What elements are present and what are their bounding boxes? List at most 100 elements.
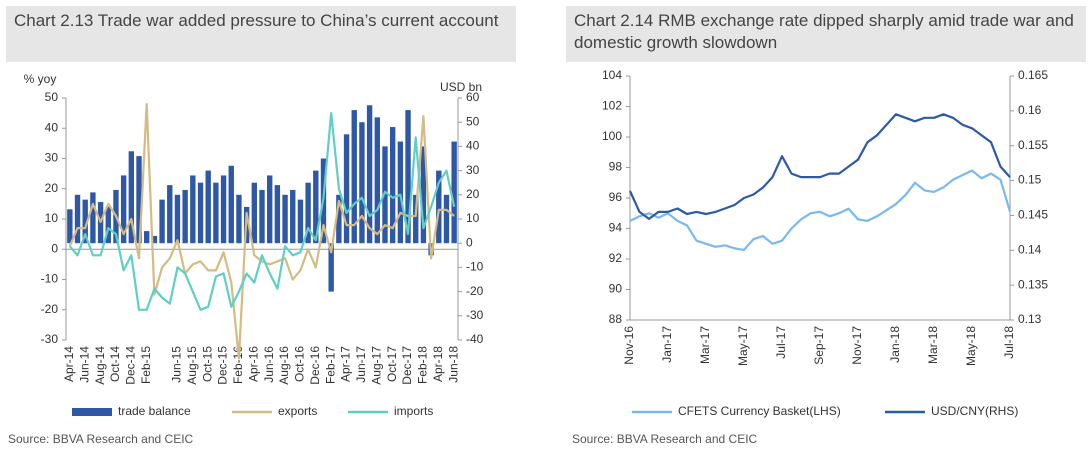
- x-tick-label: May-17: [736, 326, 750, 366]
- bar: [313, 170, 319, 244]
- y2-tick-label: 0: [466, 235, 473, 249]
- x-tick-label: Oct-15: [200, 346, 214, 382]
- y2-tick-label: 0.14: [1018, 242, 1042, 256]
- y2-tick-label: 40: [466, 139, 480, 153]
- bar: [266, 175, 273, 244]
- bar: [120, 175, 127, 244]
- line: [629, 169, 1012, 251]
- x-tick-label: Oct-14: [108, 346, 122, 382]
- x-tick-label: Aug-14: [93, 346, 107, 385]
- x-tick-label: Nov-17: [850, 326, 864, 365]
- chart-title: Chart 2.13 Trade war added pressure to C…: [6, 6, 516, 62]
- line: [68, 103, 455, 360]
- line: [628, 113, 1011, 220]
- y2-tick-label: 0.145: [1018, 208, 1048, 222]
- y2-tick-label: 0.16: [1018, 103, 1042, 117]
- bar: [251, 182, 258, 244]
- bar: [436, 170, 442, 244]
- y-tick-label: 100: [602, 129, 622, 143]
- x-tick-label: Jun-16: [262, 346, 276, 383]
- y2-tick-label: 20: [466, 187, 480, 201]
- bar: [74, 194, 81, 244]
- legend-label: trade balance: [118, 404, 191, 418]
- x-tick-label: Jan-17: [660, 326, 674, 363]
- x-tick-label: Dec-15: [216, 346, 230, 385]
- x-tick-label: Dec-16: [308, 346, 322, 385]
- x-tick-label: Jun-15: [170, 346, 184, 383]
- y-tick-label: 94: [609, 221, 623, 235]
- y2-tick-label: -40: [466, 332, 484, 346]
- legend-label: CFETS Currency Basket(LHS): [678, 404, 841, 418]
- bar: [205, 170, 211, 244]
- bar: [328, 243, 334, 292]
- x-tick-label: Jul-18: [1002, 326, 1016, 359]
- bar: [420, 146, 427, 244]
- x-tick-label: Oct-16: [293, 346, 307, 382]
- source: Source: BBVA Research and CEIC: [8, 432, 194, 446]
- y-tick-label: 0: [51, 241, 58, 255]
- y2-axis-title: USD bn: [440, 80, 482, 94]
- legend-label: USD/CNY(RHS): [931, 404, 1018, 418]
- chart-title: Chart 2.14 RMB exchange rate dipped shar…: [566, 6, 1086, 62]
- y2-tick-label: 0.165: [1018, 68, 1048, 82]
- y-tick-label: 88: [609, 312, 623, 326]
- bar: [259, 189, 265, 244]
- bar: [151, 235, 158, 244]
- bar: [174, 194, 181, 244]
- bar: [144, 231, 150, 244]
- bar: [451, 141, 457, 244]
- bar: [343, 134, 350, 244]
- bar: [220, 175, 227, 244]
- line: [68, 112, 456, 311]
- bar: [128, 151, 135, 244]
- x-tick-label: Feb-17: [323, 346, 337, 384]
- bar: [105, 206, 111, 244]
- x-tick-label: Apr-14: [62, 346, 76, 382]
- x-tick-label: Feb-18: [416, 346, 430, 384]
- y-axis-title: % yoy: [24, 72, 57, 86]
- bar: [274, 185, 281, 244]
- x-tick-label: Jul-17: [774, 326, 788, 359]
- bar: [159, 199, 165, 244]
- x-tick-label: Aug-16: [277, 346, 291, 385]
- x-tick-label: Feb-15: [139, 346, 153, 384]
- x-tick-label: Jun-14: [77, 346, 91, 383]
- bar: [136, 156, 142, 244]
- y-tick-label: 92: [609, 251, 623, 265]
- x-tick-label: Apr-18: [431, 346, 445, 382]
- bar: [382, 146, 388, 244]
- y2-tick-label: 10: [466, 211, 480, 225]
- y-tick-label: 10: [45, 211, 59, 225]
- bar: [359, 122, 365, 244]
- y2-tick-label: 0.13: [1018, 312, 1042, 326]
- legend-label: exports: [278, 404, 317, 418]
- x-tick-label: Nov-16: [622, 326, 636, 365]
- bar: [297, 199, 304, 244]
- bar: [443, 194, 450, 244]
- y2-tick-label: -20: [466, 284, 484, 298]
- x-tick-label: Mar-17: [698, 326, 712, 364]
- bar: [167, 185, 173, 244]
- y-tick-label: -20: [41, 302, 59, 316]
- bar: [228, 165, 234, 244]
- bar: [282, 194, 288, 244]
- bar: [90, 192, 96, 244]
- bar: [351, 110, 357, 244]
- y-tick-label: 102: [602, 99, 622, 113]
- y-tick-label: 30: [45, 151, 59, 165]
- legend-swatch: [72, 408, 112, 416]
- source: Source: BBVA Research and CEIC: [572, 432, 758, 446]
- y-tick-label: -30: [41, 332, 59, 346]
- bar: [82, 199, 88, 244]
- bar: [336, 194, 342, 244]
- y-tick-label: 20: [45, 181, 59, 195]
- y2-tick-label: 0.155: [1018, 138, 1048, 152]
- bar: [236, 194, 242, 244]
- y2-tick-label: 60: [466, 90, 480, 104]
- bar: [305, 182, 311, 244]
- legend-label: imports: [394, 404, 433, 418]
- x-tick-label: Dec-14: [124, 346, 138, 385]
- y-tick-label: 96: [609, 190, 623, 204]
- y-tick-label: 98: [609, 160, 623, 174]
